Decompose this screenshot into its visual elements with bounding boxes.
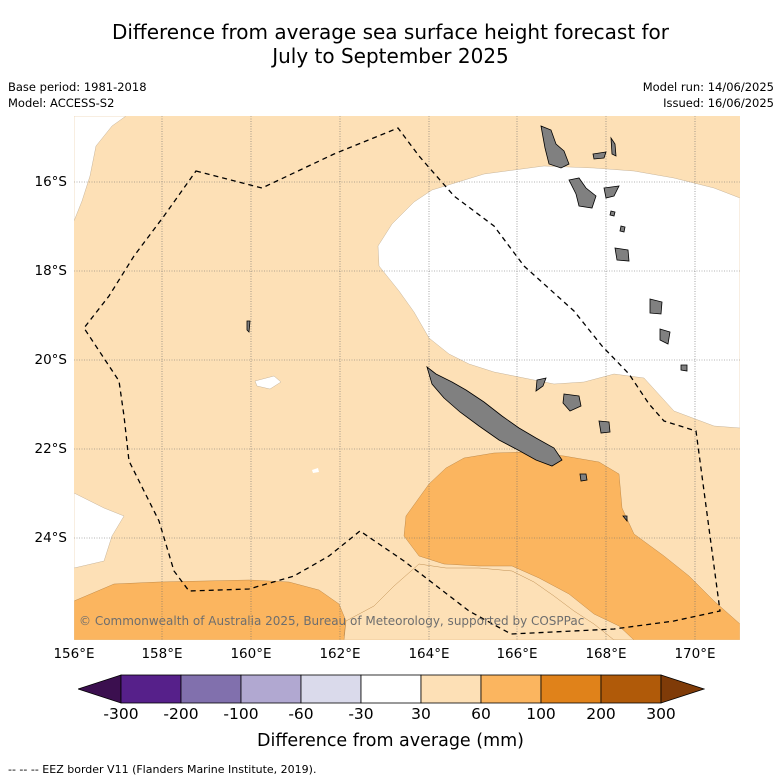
colorbar-tick-label: -300	[103, 705, 139, 723]
base-period-text: Base period: 1981-2018	[8, 80, 147, 94]
colorbar-tick-label: -200	[163, 705, 199, 723]
colorbar-segment	[540, 674, 602, 704]
x-tick-label: 168°E	[585, 646, 627, 662]
anomaly-neutral-patch	[254, 375, 282, 390]
x-tick-label: 164°E	[408, 646, 450, 662]
x-tick-label: 160°E	[230, 646, 272, 662]
colorbar-segment	[180, 674, 242, 704]
chart-title-line-2: July to September 2025	[272, 44, 509, 68]
colorbar-segment	[300, 674, 362, 704]
colorbar-extend-min	[78, 674, 122, 704]
colorbar-segment	[240, 674, 302, 704]
isle-of-pines	[579, 473, 588, 482]
anomaly-30-60-south-band	[343, 563, 615, 640]
colorbar-tick-label: 100	[526, 705, 556, 723]
sea-surface-height-map	[74, 116, 740, 640]
colorbar-tick-label: -60	[288, 705, 314, 723]
copyright-text: © Commonwealth of Australia 2025, Bureau…	[79, 614, 585, 628]
land-masses	[246, 125, 688, 523]
colorbar-extend-max	[660, 674, 705, 704]
y-tick-label: 22°S	[34, 441, 68, 457]
colorbar-segment	[120, 674, 182, 704]
new-caledonia-island	[426, 365, 563, 467]
anomaly-neutral-region-west	[74, 116, 127, 222]
vanuatu-espiritu-santo	[540, 125, 570, 169]
x-tick-label: 156°E	[53, 646, 95, 662]
vanuatu-maewo	[610, 136, 617, 157]
islet-4	[622, 515, 628, 523]
x-tick-label: 166°E	[496, 646, 538, 662]
vanuatu-ambae	[592, 151, 607, 160]
islet-1	[609, 210, 616, 217]
colorbar-tick-label: 200	[586, 705, 616, 723]
gridlines	[74, 116, 740, 640]
colorbar-tick-label: -100	[223, 705, 259, 723]
vanuatu-pentecost	[603, 185, 620, 199]
y-tick-label: 24°S	[34, 530, 68, 546]
colorbar-segment	[480, 674, 542, 704]
colorbar-segment	[360, 674, 422, 704]
x-tick-label: 170°E	[674, 646, 716, 662]
vanuatu-malakula	[568, 177, 597, 209]
vanuatu-aneityum	[680, 364, 688, 372]
meta-right: Model run: 14/06/2025 Issued: 16/06/2025	[643, 79, 774, 111]
colorbar-tick-label: -30	[348, 705, 374, 723]
x-tick-label: 162°E	[319, 646, 361, 662]
meta-left: Base period: 1981-2018 Model: ACCESS-S2	[8, 79, 147, 111]
loyalty-island-lifou	[562, 393, 582, 412]
loyalty-island-mare	[598, 420, 611, 434]
y-tick-label: 18°S	[34, 263, 68, 279]
vanuatu-erromango	[649, 298, 663, 315]
chart-title-line-1: Difference from average sea surface heig…	[111, 20, 670, 44]
eez-legend-footer: -- -- -- EEZ border V11 (Flanders Marine…	[8, 763, 317, 776]
issued-text: Issued: 16/06/2025	[663, 96, 774, 110]
y-tick-label: 20°S	[34, 352, 68, 368]
islet-3	[246, 320, 251, 333]
vanuatu-efate	[614, 247, 630, 262]
loyalty-island-ouvea	[535, 377, 547, 392]
colorbar	[78, 674, 705, 704]
colorbar-segment	[420, 674, 482, 704]
colorbar-segment	[600, 674, 662, 704]
eez-border	[83, 127, 721, 635]
anomaly-neutral-region-southwest	[74, 492, 125, 569]
colorbar-tick-label: 30	[411, 705, 431, 723]
model-text: Model: ACCESS-S2	[8, 96, 115, 110]
x-tick-label: 158°E	[141, 646, 183, 662]
anomaly-neutral-patch-small	[312, 468, 319, 473]
y-tick-label: 16°S	[34, 174, 68, 190]
colorbar-label: Difference from average (mm)	[256, 731, 525, 751]
islet-2	[619, 225, 626, 233]
colorbar-tick-label: 300	[646, 705, 676, 723]
vanuatu-tanna	[659, 328, 671, 345]
model-run-text: Model run: 14/06/2025	[642, 80, 774, 94]
colorbar-tick-label: 60	[471, 705, 491, 723]
